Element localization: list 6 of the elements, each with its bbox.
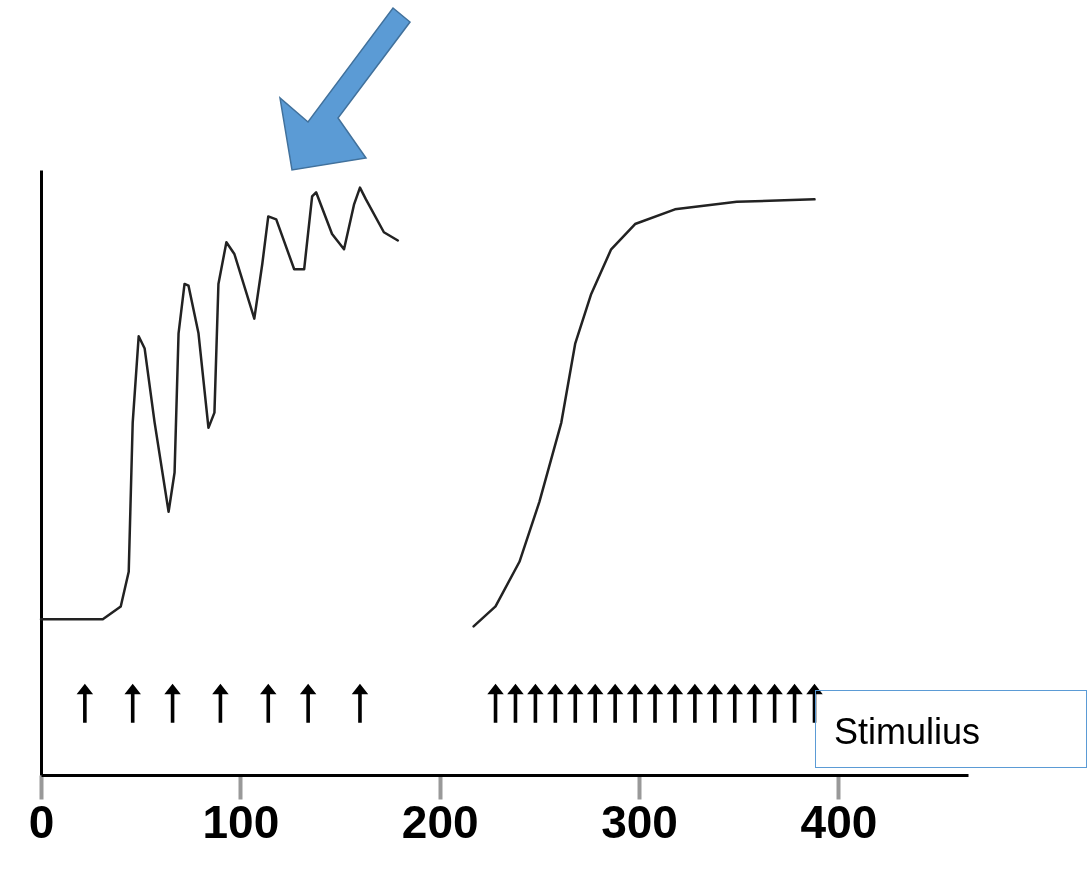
series-label: Stimulius (815, 690, 1087, 768)
x-tick-label: 200 (401, 795, 479, 848)
x-tick-label: 400 (800, 795, 878, 848)
x-tick-label: 300 (601, 795, 678, 848)
x-tick-label: 0 (28, 795, 55, 848)
x-tick-label: 100 (202, 795, 280, 848)
